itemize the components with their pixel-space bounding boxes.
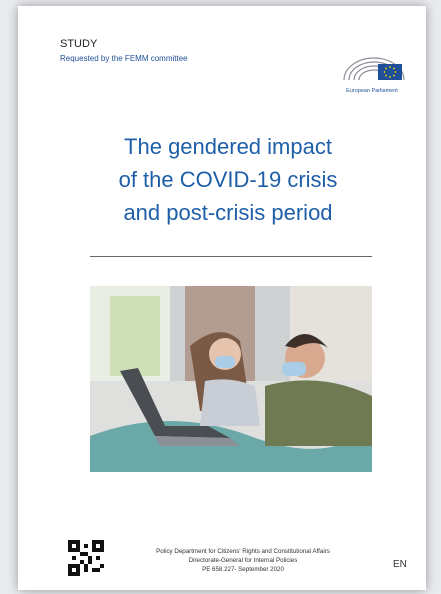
footer-line: PE 658.227- September 2020: [108, 565, 378, 574]
logo-text: European Parliament: [320, 88, 424, 94]
title-line: and post-crisis period: [18, 196, 438, 229]
requested-by: Requested by the FEMM committee: [60, 54, 188, 63]
screen: STUDY Requested by the FEMM committee Eu…: [0, 0, 441, 594]
footer-line: Policy Department for Citizens' Rights a…: [108, 547, 378, 556]
footer-line: Directorate-General for Internal Policie…: [108, 556, 378, 565]
study-label: STUDY: [60, 38, 97, 50]
title-line: of the COVID-19 crisis: [18, 163, 438, 196]
divider: [90, 256, 372, 257]
title: The gendered impact of the COVID-19 cris…: [18, 130, 438, 229]
cover-page: STUDY Requested by the FEMM committee Eu…: [18, 6, 426, 590]
cover-photo: [90, 286, 372, 472]
qr-code: [68, 540, 104, 576]
language-code: EN: [393, 559, 407, 570]
title-line: The gendered impact: [18, 130, 438, 163]
footer: Policy Department for Citizens' Rights a…: [108, 547, 378, 574]
